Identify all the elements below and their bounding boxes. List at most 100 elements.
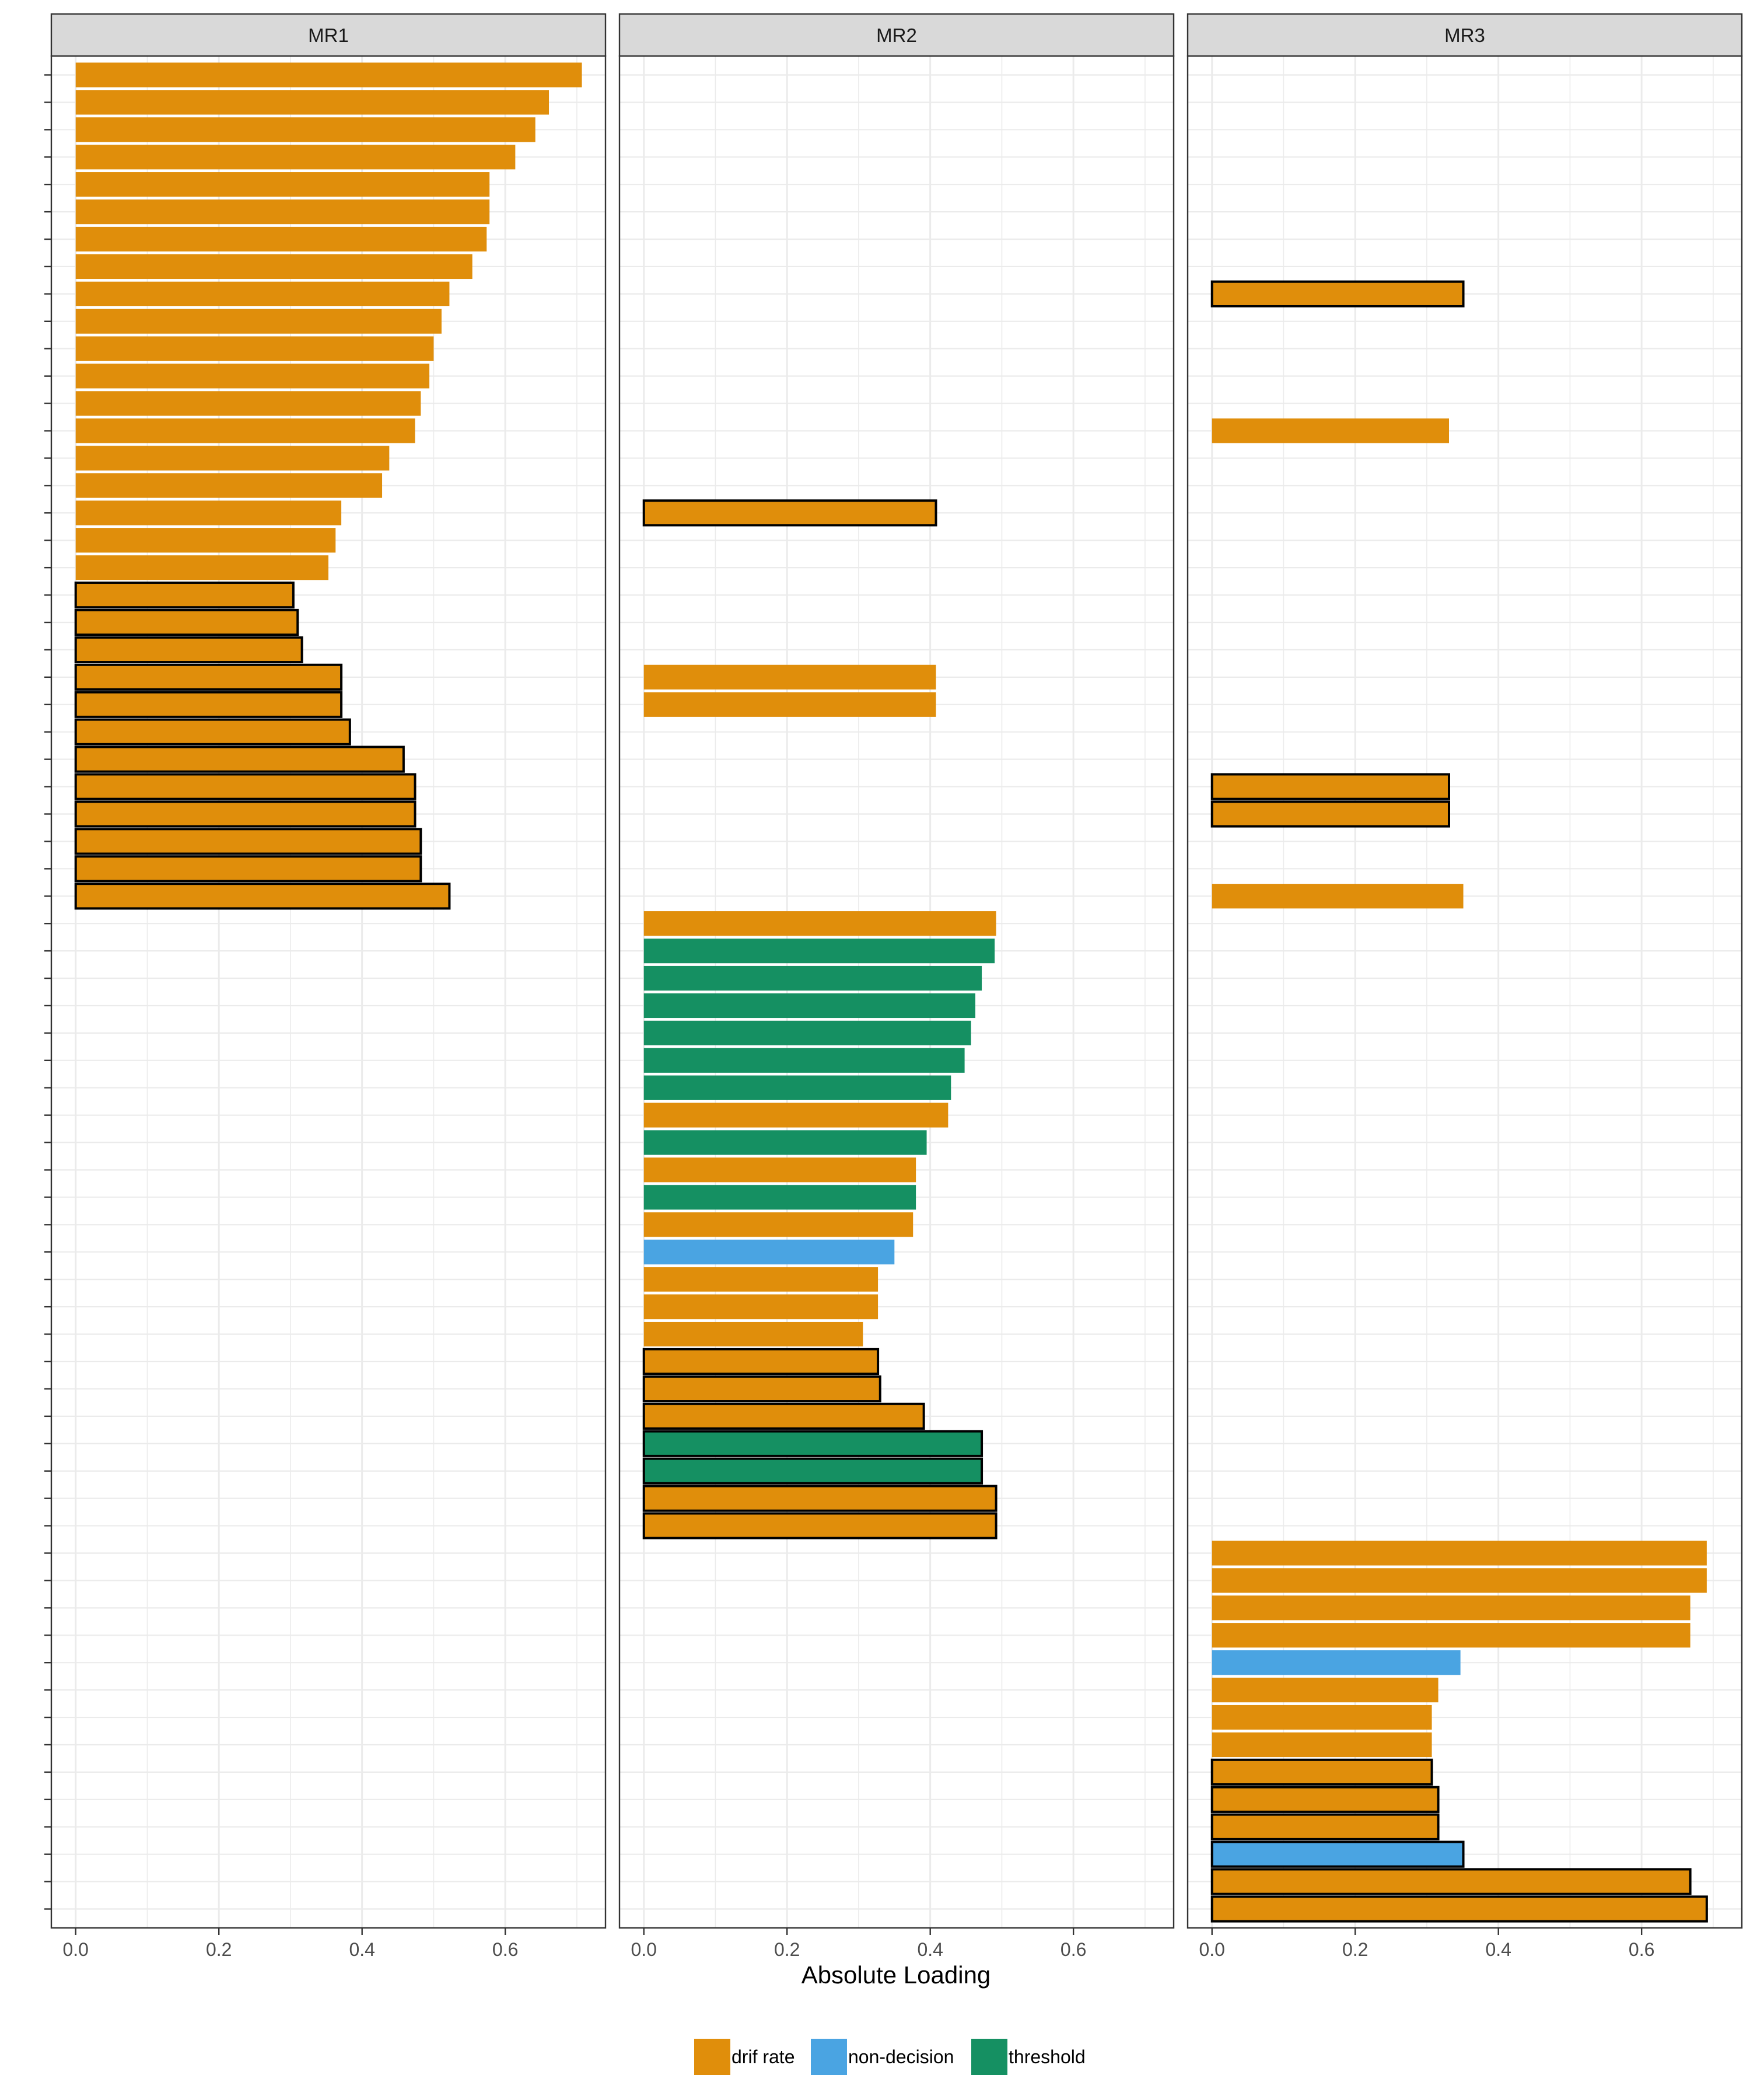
bar-mr3-row-68: [1210, 1895, 1708, 1923]
bar-mr3-row-61: [1212, 1704, 1432, 1730]
strip-mr1: [50, 13, 607, 57]
legend: drif rate non-decision threshold: [694, 2039, 1086, 2075]
bar-mr3-row-59: [1212, 1650, 1461, 1675]
bar-mr2-row-48: [642, 1348, 880, 1376]
bar-mr1-row-20: [74, 581, 295, 609]
bar-mr2-row-40: [643, 1130, 927, 1155]
bar-mr1-row-23: [74, 663, 343, 691]
strip-label: MR1: [308, 24, 349, 46]
bar-mr1-row-17: [75, 501, 342, 526]
bar-mr2-row-50: [642, 1402, 925, 1430]
bar-mr2-row-46: [643, 1294, 878, 1320]
bar-mr2-row-53: [642, 1485, 998, 1512]
legend-key-nondec: [811, 2039, 847, 2075]
strip-mr3: [1186, 13, 1743, 57]
bar-mr2-row-54: [642, 1512, 998, 1539]
bar-mr3-row-56: [1212, 1568, 1707, 1593]
bar-mr1-row-29: [74, 828, 422, 855]
bar-mr1-row-10: [75, 309, 442, 334]
bar-mr3-row-9: [1210, 280, 1465, 307]
bar-mr2-row-38: [643, 1075, 951, 1100]
bar-mr2-row-33: [643, 938, 995, 964]
bar-mr3-row-55: [1212, 1541, 1707, 1566]
x-tick-label: 0.2: [206, 1939, 232, 1960]
y-axis-ticks: [44, 74, 51, 1910]
facet-panels: MR1 0.0 0.2 0.4 0.6 MR2 0.0 0.2 0.4 0.6 MR3 0.0 0.2 0…: [44, 13, 1743, 1960]
bar-mr2-row-43: [643, 1212, 914, 1237]
bar-mr3-row-58: [1212, 1623, 1690, 1648]
x-tick-label: 0.2: [774, 1939, 800, 1960]
x-tick-label: 0.2: [1342, 1939, 1368, 1960]
bar-mr3-row-65: [1210, 1813, 1440, 1840]
bar-mr1-row-3: [75, 117, 536, 142]
x-tick-label: 0.6: [1629, 1939, 1654, 1960]
legend-label-drift: drif rate: [732, 2046, 794, 2067]
bar-mr1-row-30: [74, 855, 422, 883]
legend-label-thresh: threshold: [1009, 2046, 1086, 2067]
legend-item-nondec: non-decision: [811, 2039, 954, 2075]
bar-mr1-row-18: [75, 528, 336, 553]
bar-mr1-row-15: [75, 446, 390, 471]
bar-mr2-row-17: [642, 499, 937, 527]
legend-key-thresh: [971, 2039, 1007, 2075]
bar-mr2-row-51: [642, 1430, 984, 1457]
bar-mr1-row-1: [75, 62, 582, 88]
x-tick-label: 0.0: [1199, 1939, 1224, 1960]
x-tick-label: 0.4: [349, 1939, 374, 1960]
bar-mr2-row-49: [642, 1375, 881, 1403]
bar-mr3-row-66: [1210, 1840, 1465, 1868]
bar-mr1-row-19: [75, 555, 328, 580]
bar-mr3-row-62: [1212, 1732, 1432, 1758]
bar-mr2-row-32: [643, 911, 996, 936]
bar-mr1-row-31: [74, 883, 451, 910]
bar-mr1-row-28: [74, 800, 416, 828]
bar-mr1-row-9: [75, 281, 450, 306]
bar-mr1-row-25: [74, 718, 351, 746]
legend-label-nondec: non-decision: [848, 2046, 954, 2067]
bar-mr1-row-4: [75, 145, 516, 170]
bar-mr1-row-24: [74, 691, 343, 718]
bar-mr1-row-16: [75, 473, 383, 498]
x-tick-label: 0.6: [492, 1939, 518, 1960]
x-tick-label: 0.4: [917, 1939, 943, 1960]
bar-mr2-row-42: [643, 1185, 916, 1210]
panel-mr1: MR1 0.0 0.2 0.4 0.6: [50, 13, 607, 1960]
bar-mr1-row-21: [74, 608, 299, 636]
panel-mr3: MR3 0.0 0.2 0.4 0.6: [1186, 13, 1743, 1960]
strip-label: MR2: [876, 24, 917, 46]
bar-mr3-row-31: [1212, 884, 1464, 909]
bar-mr3-row-63: [1210, 1758, 1433, 1786]
bar-mr1-row-12: [75, 363, 430, 388]
bar-mr2-row-24: [643, 692, 936, 717]
bar-mr1-row-11: [75, 336, 434, 361]
bar-mr2-row-39: [643, 1102, 949, 1128]
bar-mr1-row-13: [75, 391, 421, 416]
bar-mr3-row-14: [1212, 418, 1449, 443]
bar-mr1-row-7: [75, 226, 487, 252]
bar-mr1-row-8: [75, 254, 473, 279]
bar-mr3-row-57: [1212, 1595, 1690, 1620]
bar-mr1-row-6: [75, 199, 490, 225]
legend-item-drift: drif rate: [694, 2039, 794, 2075]
bar-mr2-row-52: [642, 1457, 984, 1485]
panel-mr2: MR2 0.0 0.2 0.4 0.6: [618, 13, 1175, 1960]
bar-mr2-row-45: [643, 1267, 878, 1292]
bar-mr2-row-44: [643, 1240, 895, 1265]
bar-mr2-row-41: [643, 1157, 916, 1182]
bar-mr3-row-28: [1210, 800, 1450, 828]
bar-mr3-row-67: [1210, 1868, 1692, 1895]
legend-item-thresh: threshold: [971, 2039, 1086, 2075]
bar-mr3-row-64: [1210, 1786, 1440, 1813]
strip-label: MR3: [1444, 24, 1485, 46]
bar-mr2-row-23: [643, 664, 936, 690]
x-tick-label: 0.0: [62, 1939, 88, 1960]
x-tick-label: 0.0: [631, 1939, 656, 1960]
bar-mr2-row-34: [643, 965, 982, 991]
bar-mr2-row-47: [643, 1321, 863, 1347]
bar-mr1-row-27: [74, 773, 416, 800]
bar-mr1-row-14: [75, 418, 415, 443]
bar-mr1-row-26: [74, 746, 405, 773]
bar-mr1-row-22: [74, 636, 303, 664]
x-axis-title: Absolute Loading: [802, 1961, 991, 1989]
